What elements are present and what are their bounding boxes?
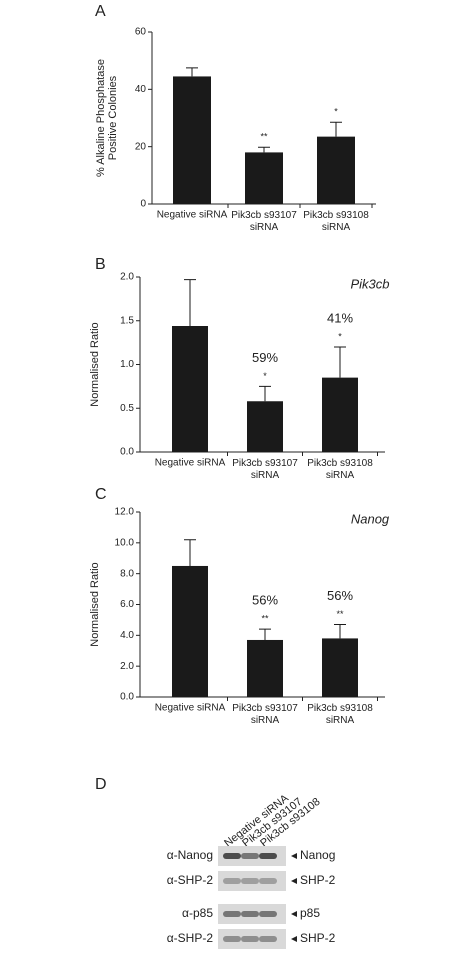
bar (172, 326, 208, 452)
blot-band (223, 911, 241, 917)
bar (322, 377, 358, 452)
bar (317, 136, 355, 204)
bar (322, 638, 358, 697)
y-tick-label: 2.0 (120, 272, 134, 283)
y-tick-label: 0.5 (120, 403, 134, 414)
error-bar (186, 67, 198, 77)
blot-band (259, 878, 277, 884)
y-axis-label: Normalised Ratio (89, 562, 101, 646)
x-tick-label: Pik3cb s93107 siRNA (232, 458, 298, 481)
band-arrow (291, 878, 297, 884)
x-tick-label: Negative siRNA (155, 703, 226, 714)
blot-band (241, 853, 259, 859)
bar (245, 152, 283, 204)
blot-band (223, 853, 241, 859)
error-bar (184, 279, 196, 326)
error-bar (259, 385, 271, 402)
percent-label: 59% (252, 350, 278, 365)
y-axis-label: Normalised Ratio (89, 322, 101, 406)
blot-band (259, 936, 277, 942)
chart-title: Pik3cb (350, 276, 389, 291)
error-bar (258, 146, 270, 153)
band-label: Nanog (300, 848, 335, 862)
band-label: SHP-2 (300, 873, 336, 887)
antibody-label: α-p85 (182, 906, 213, 920)
bar (247, 639, 283, 697)
significance-mark: * (334, 107, 338, 117)
y-tick-label: 8.0 (120, 568, 134, 579)
significance-mark: ** (336, 609, 344, 619)
y-tick-label: 60 (135, 27, 147, 38)
y-tick-label: 40 (135, 84, 147, 95)
y-axis-label: Positive Colonies (107, 75, 119, 160)
y-tick-label: 6.0 (120, 599, 134, 610)
bar (247, 401, 283, 452)
y-tick-label: 0.0 (120, 447, 134, 458)
y-axis-label: % Alkaline Phosphatase (95, 59, 107, 177)
error-bar (334, 624, 346, 639)
band-arrow (291, 911, 297, 917)
y-tick-label: 4.0 (120, 630, 134, 641)
y-tick-label: 0 (140, 199, 146, 210)
x-tick-label: Pik3cb s93108 siRNA (307, 458, 373, 481)
x-tick-label: Negative siRNA (155, 458, 226, 469)
x-tick-label: Pik3cb s93107 siRNA (232, 703, 298, 726)
y-tick-label: 0.0 (120, 692, 134, 703)
panel-label: A (95, 3, 106, 20)
x-tick-label: Negative siRNA (157, 210, 228, 221)
blot-band (223, 936, 241, 942)
band-label: p85 (300, 906, 320, 920)
blot-strip (218, 929, 286, 949)
blot-band (259, 853, 277, 859)
blot-band (259, 911, 277, 917)
y-tick-label: 1.0 (120, 359, 134, 370)
y-tick-label: 12.0 (115, 507, 135, 518)
antibody-label: α-SHP-2 (167, 873, 214, 887)
bar (173, 76, 211, 204)
x-tick-label: Pik3cb s93107 siRNA (231, 210, 297, 233)
panel-label: D (95, 776, 107, 793)
antibody-label: α-Nanog (167, 848, 213, 862)
y-tick-label: 2.0 (120, 661, 134, 672)
band-label: SHP-2 (300, 931, 336, 945)
blot-band (241, 911, 259, 917)
percent-label: 41% (327, 310, 353, 325)
y-tick-label: 10.0 (115, 537, 135, 548)
band-arrow (291, 853, 297, 859)
x-tick-label: Pik3cb s93108 siRNA (303, 210, 369, 233)
panel-label: B (95, 256, 106, 273)
error-bar (330, 121, 342, 137)
blot-band (223, 878, 241, 884)
y-tick-label: 20 (135, 141, 147, 152)
percent-label: 56% (327, 588, 353, 603)
y-tick-label: 1.5 (120, 315, 134, 326)
blot-band (241, 878, 259, 884)
antibody-label: α-SHP-2 (167, 931, 214, 945)
significance-mark: * (338, 331, 342, 341)
error-bar (184, 539, 196, 566)
blot-band (241, 936, 259, 942)
error-bar (334, 346, 346, 378)
error-bar (259, 628, 271, 640)
panel-label: C (95, 486, 107, 503)
significance-mark: * (263, 371, 267, 381)
significance-mark: ** (261, 614, 269, 624)
percent-label: 56% (252, 593, 278, 608)
band-arrow (291, 936, 297, 942)
significance-mark: ** (260, 132, 268, 142)
blot-strip (218, 871, 286, 891)
x-tick-label: Pik3cb s93108 siRNA (307, 703, 373, 726)
bar (172, 565, 208, 697)
chart-title: Nanog (351, 511, 390, 526)
